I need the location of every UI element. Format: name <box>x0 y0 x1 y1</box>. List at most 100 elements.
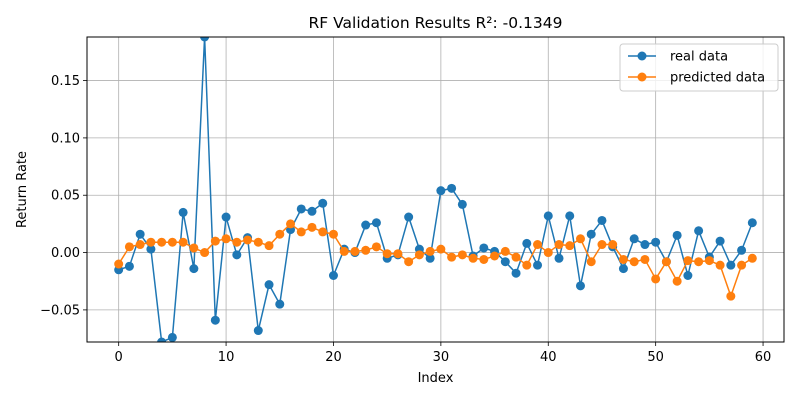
legend-box <box>619 43 779 92</box>
data-point-predicted-data <box>651 274 661 284</box>
data-point-predicted-data <box>522 260 532 270</box>
data-point-predicted-data <box>210 236 220 246</box>
x-tick-label: 10 <box>218 350 235 365</box>
data-point-real-data <box>361 220 371 230</box>
y-tick-label: −0.05 <box>40 303 80 318</box>
data-point-real-data <box>253 326 263 336</box>
data-point-real-data <box>597 215 607 225</box>
data-point-predicted-data <box>436 244 446 254</box>
data-point-real-data <box>264 280 274 290</box>
plot-frame <box>86 36 785 343</box>
data-point-predicted-data <box>554 240 564 250</box>
data-point-predicted-data <box>221 234 231 244</box>
data-point-real-data <box>618 264 628 274</box>
data-point-real-data <box>737 245 747 255</box>
data-point-real-data <box>726 260 736 270</box>
data-point-predicted-data <box>479 254 489 264</box>
data-point-predicted-data <box>447 252 457 262</box>
data-point-real-data <box>629 234 639 244</box>
data-point-predicted-data <box>490 251 500 261</box>
data-point-predicted-data <box>124 242 134 252</box>
data-point-predicted-data <box>296 227 306 237</box>
data-point-predicted-data <box>640 254 650 264</box>
data-point-real-data <box>747 218 757 228</box>
data-point-real-data <box>135 229 145 239</box>
data-point-predicted-data <box>726 291 736 301</box>
data-point-predicted-data <box>747 253 757 263</box>
data-point-real-data <box>533 260 543 270</box>
data-point-predicted-data <box>307 222 317 232</box>
data-point-predicted-data <box>694 257 704 267</box>
data-point-real-data <box>178 207 188 217</box>
data-point-predicted-data <box>361 245 371 255</box>
data-point-real-data <box>554 253 564 263</box>
data-point-predicted-data <box>382 249 392 259</box>
data-point-predicted-data <box>286 219 296 229</box>
x-axis: 0 10 20 30 40 50 60 <box>115 342 771 365</box>
data-point-real-data <box>146 244 156 254</box>
data-point-predicted-data <box>468 253 478 263</box>
data-point-predicted-data <box>543 248 553 258</box>
data-point-real-data <box>296 204 306 214</box>
data-point-real-data <box>640 240 650 250</box>
data-point-real-data <box>275 299 285 309</box>
data-point-real-data <box>694 226 704 236</box>
data-point-real-data <box>479 243 489 253</box>
data-point-predicted-data <box>404 257 414 267</box>
data-point-predicted-data <box>350 246 360 256</box>
y-tick-label: 0.00 <box>51 246 80 261</box>
data-point-predicted-data <box>114 259 124 269</box>
data-point-real-data <box>124 261 134 271</box>
data-point-predicted-data <box>533 240 543 250</box>
x-tick-label: 20 <box>325 350 342 365</box>
data-point-predicted-data <box>146 237 156 247</box>
data-point-predicted-data <box>618 254 628 264</box>
data-point-predicted-data <box>371 242 381 252</box>
legend: real data predicted data <box>619 43 779 92</box>
data-point-real-data <box>436 186 446 196</box>
data-point-real-data <box>200 37 210 42</box>
data-point-real-data <box>672 230 682 240</box>
data-point-predicted-data <box>737 260 747 270</box>
legend-label-real-data: real data <box>670 50 728 65</box>
chart-title: RF Validation Results R²: -0.1349 <box>309 14 563 32</box>
data-point-predicted-data <box>597 240 607 250</box>
x-tick-label: 40 <box>540 350 557 365</box>
data-point-real-data <box>425 253 435 263</box>
plot-area <box>114 37 757 342</box>
data-point-predicted-data <box>318 227 328 237</box>
y-axis-label: Return Rate <box>15 151 30 228</box>
data-point-real-data <box>575 281 585 291</box>
y-tick-label: 0.15 <box>51 74 80 89</box>
data-point-real-data <box>447 183 457 193</box>
data-point-real-data <box>307 206 317 216</box>
data-point-predicted-data <box>608 240 618 250</box>
data-point-predicted-data <box>661 257 671 267</box>
data-point-real-data <box>328 271 338 280</box>
data-point-real-data <box>221 212 231 222</box>
data-point-predicted-data <box>167 237 177 247</box>
data-point-real-data <box>457 199 467 209</box>
data-point-predicted-data <box>393 249 403 259</box>
data-point-predicted-data <box>243 235 253 245</box>
x-tick-label: 50 <box>647 350 664 365</box>
data-point-real-data <box>232 250 242 260</box>
data-point-real-data <box>500 257 510 267</box>
data-point-predicted-data <box>232 237 242 247</box>
data-point-predicted-data <box>328 229 338 239</box>
data-point-predicted-data <box>683 256 693 266</box>
data-point-real-data <box>565 211 575 221</box>
data-point-predicted-data <box>672 276 682 286</box>
data-point-real-data <box>189 264 199 274</box>
data-point-real-data <box>543 211 553 221</box>
data-point-real-data <box>586 229 596 239</box>
x-axis-label: Index <box>418 371 454 386</box>
y-tick-label: 0.10 <box>51 131 80 146</box>
data-point-predicted-data <box>200 248 210 258</box>
x-tick-label: 0 <box>115 350 123 365</box>
data-point-predicted-data <box>275 229 285 239</box>
data-point-real-data <box>371 218 381 228</box>
y-tick-label: 0.05 <box>51 189 80 204</box>
data-point-real-data <box>157 337 167 342</box>
